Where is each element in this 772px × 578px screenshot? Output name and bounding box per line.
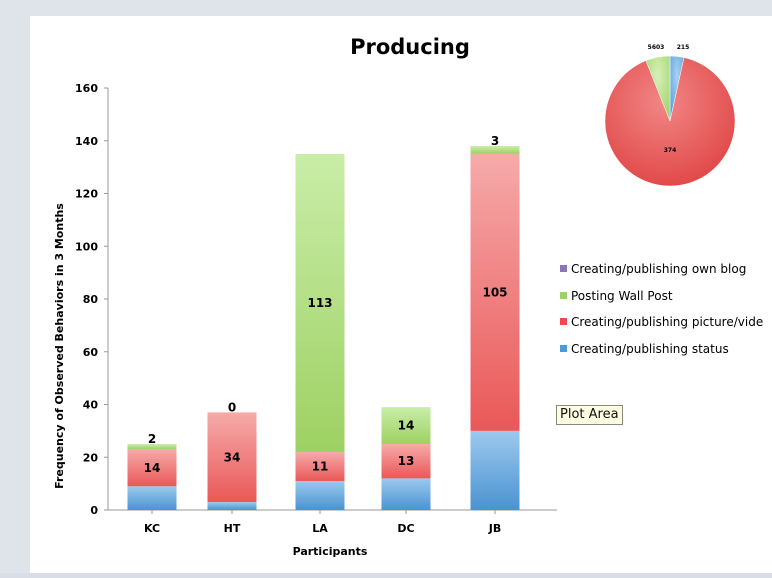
y-tick-label: 100: [75, 240, 98, 253]
pie-chart[interactable]: 5603 374 215: [604, 44, 736, 187]
x-tick-label-kc: KC: [144, 522, 160, 535]
chart-legend: Creating/publishing own blog Posting Wall…: [560, 262, 763, 356]
data-label: 13: [398, 454, 415, 468]
x-axis-label: Participants: [293, 545, 368, 558]
y-tick-label: 0: [90, 504, 98, 517]
data-label: 2: [148, 432, 156, 446]
bar-segment-ht-creating-publishing-picture-vide[interactable]: [207, 412, 257, 503]
y-tick-label: 40: [83, 399, 99, 412]
pie-label: 5603: [648, 44, 665, 51]
bar-segment-la-creating-publishing-picture-vide[interactable]: [295, 451, 345, 481]
bar-data-labels: 14 2 34 0 11 113 13 14 105 3: [144, 134, 508, 475]
producing-chart[interactable]: Producing Frequency of Observed Behavior…: [30, 16, 772, 573]
y-axis-label: Frequency of Observed Behaviors in 3 Mon…: [53, 203, 66, 489]
data-label: 3: [491, 134, 499, 148]
bar-segment-dc-posting-wall-post[interactable]: [381, 407, 431, 445]
x-tick-label-ht: HT: [224, 522, 241, 535]
chart-title: Producing: [350, 35, 470, 59]
data-label: 11: [312, 459, 329, 473]
bar-segment-dc-creating-publishing-picture-vide[interactable]: [381, 444, 431, 479]
legend-label: Creating/publishing status: [571, 342, 729, 356]
pie-label: 215: [677, 44, 690, 51]
pie-slice-posting-wall-post[interactable]: [645, 55, 671, 122]
bar-segment-jb-creating-publishing-picture-vide[interactable]: [470, 153, 520, 431]
y-tick-label: 120: [75, 188, 98, 201]
legend-swatch: [560, 292, 567, 299]
y-tick-label: 60: [83, 346, 99, 359]
bar-segment-kc-posting-wall-post[interactable]: [127, 444, 177, 450]
x-tick-label-la: LA: [312, 522, 328, 535]
y-axis-ticks: 0 20 40 60 80 100 120 140 160: [75, 82, 108, 517]
legend-label: Creating/publishing picture/vide: [571, 315, 763, 329]
y-tick-label: 160: [75, 82, 98, 95]
stacked-bars[interactable]: [127, 146, 520, 510]
pie-slice-creating-publishing-picture-vide[interactable]: [604, 57, 736, 187]
y-tick-label: 140: [75, 135, 98, 148]
bar-segment-dc-creating-publishing-status[interactable]: [381, 478, 431, 510]
chart-slide: Producing Frequency of Observed Behavior…: [30, 16, 772, 573]
bar-segment-kc-creating-publishing-picture-vide[interactable]: [127, 449, 177, 487]
legend-swatch: [560, 318, 567, 325]
data-label: 14: [398, 419, 415, 433]
bar-segment-kc-creating-publishing-status[interactable]: [127, 486, 177, 510]
x-axis-ticks: KC HT LA DC JB: [144, 510, 501, 535]
x-tick-label-dc: DC: [397, 522, 414, 535]
data-label: 113: [307, 296, 332, 310]
legend-swatch: [560, 265, 567, 272]
bar-segment-jb-posting-wall-post[interactable]: [470, 146, 520, 154]
data-label: 0: [228, 400, 236, 414]
legend-swatch: [560, 345, 567, 352]
bar-segment-ht-creating-publishing-status[interactable]: [207, 502, 257, 510]
bar-segment-la-posting-wall-post[interactable]: [295, 153, 345, 452]
legend-label: Posting Wall Post: [571, 289, 673, 303]
data-label: 14: [144, 461, 161, 475]
data-label: 34: [224, 450, 241, 464]
y-tick-label: 20: [83, 451, 99, 464]
pie-label: 374: [664, 147, 677, 154]
y-tick-label: 80: [83, 293, 99, 306]
x-tick-label-jb: JB: [488, 522, 501, 535]
data-label: 105: [482, 285, 507, 299]
plot-area-tooltip: Plot Area: [556, 405, 623, 425]
bar-segment-jb-creating-publishing-status[interactable]: [470, 430, 520, 510]
legend-label: Creating/publishing own blog: [571, 262, 746, 276]
bar-segment-la-creating-publishing-status[interactable]: [295, 480, 345, 510]
